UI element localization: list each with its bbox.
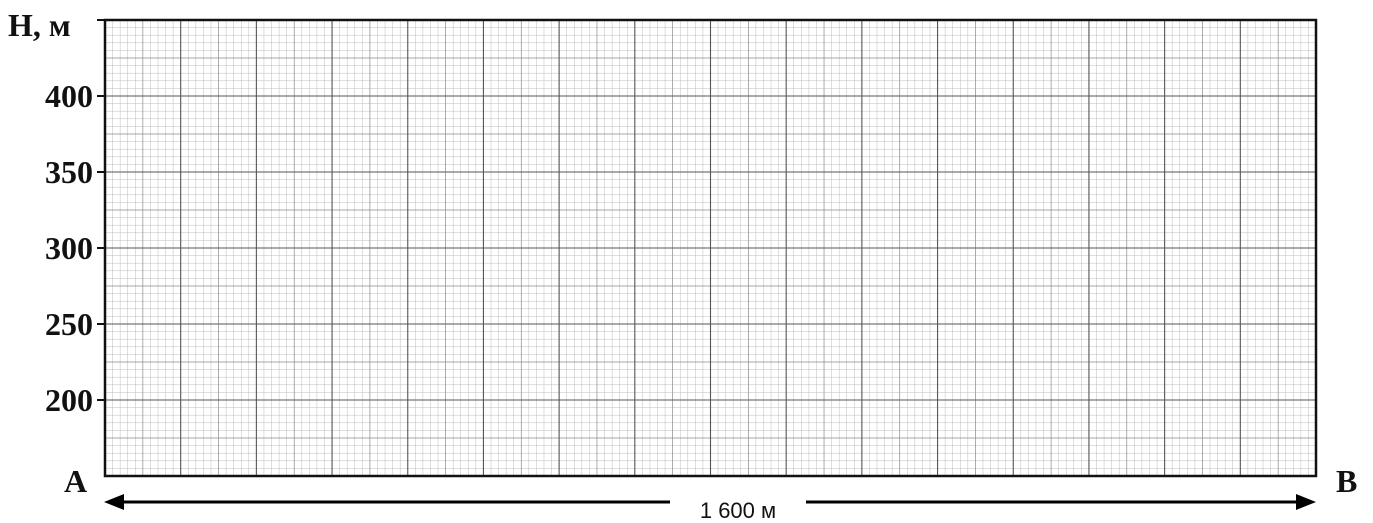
arrow-right-head-icon <box>1296 494 1316 510</box>
point-a-label: A <box>64 463 87 499</box>
point-b-label: B <box>1336 463 1357 499</box>
arrow-left-head-icon <box>104 494 124 510</box>
y-tick-marks <box>97 19 105 401</box>
grid-major-lines <box>105 20 1316 476</box>
distance-label: 1 600 м <box>700 498 776 523</box>
y-tick-label: 350 <box>45 154 93 190</box>
y-tick-label: 200 <box>45 382 93 418</box>
distance-arrow <box>104 494 1316 510</box>
y-tick-label: 400 <box>45 78 93 114</box>
y-tick-label: 300 <box>45 230 93 266</box>
y-tick-labels: 200 250 300 350 400 <box>45 78 93 418</box>
y-tick-label: 250 <box>45 306 93 342</box>
y-axis-label: H, м <box>8 7 71 43</box>
